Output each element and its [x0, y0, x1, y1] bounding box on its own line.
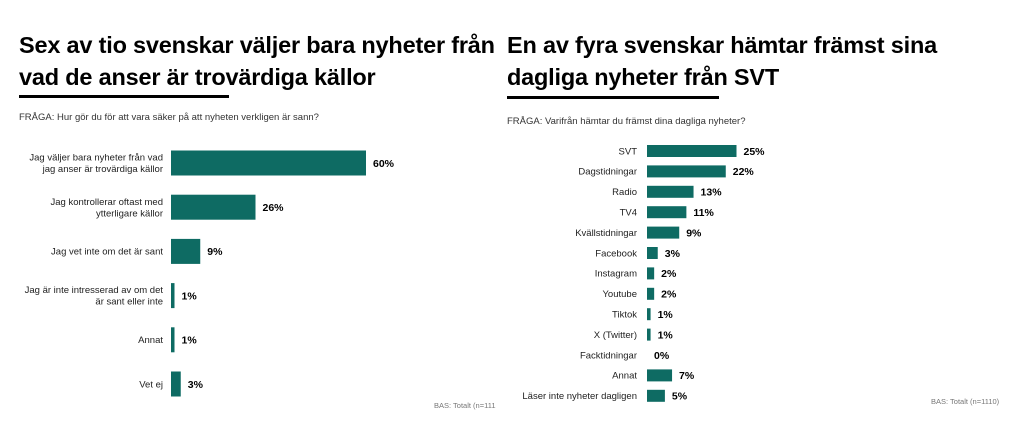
right-category-label: Tiktok [612, 310, 637, 321]
right-category-label: Annat [612, 371, 637, 382]
left-bar [171, 283, 175, 309]
right-title-line-1: En av fyra svenskar hämtar främst sina [507, 32, 937, 58]
left-value-label: 1% [182, 290, 198, 302]
right-question: FRÅGA: Varifrån hämtar du främst dina da… [507, 116, 746, 127]
right-category-label: TV4 [620, 208, 637, 219]
right-bar [647, 185, 694, 198]
left-category-label: Vet ej [139, 379, 163, 390]
right-category-label: SVT [619, 146, 638, 157]
right-bar [647, 369, 673, 382]
right-category-label: Kvällstidningar [575, 228, 637, 239]
left-chart-panel: Sex av tio svenskar väljer bara nyheter … [0, 0, 500, 434]
right-bar [647, 267, 655, 280]
right-chart-panel: En av fyra svenskar hämtar främst sina d… [500, 0, 1017, 434]
left-title-line-1: Sex av tio svenskar väljer bara nyheter … [19, 32, 495, 58]
right-value-label: 1% [658, 329, 674, 341]
left-value-label: 9% [207, 246, 223, 258]
left-category-label: är sant eller inte [95, 297, 163, 308]
left-question: FRÅGA: Hur gör du för att vara säker på … [19, 112, 319, 123]
right-value-label: 5% [672, 391, 688, 403]
left-bar [171, 150, 366, 176]
right-value-label: 13% [701, 187, 723, 199]
right-value-label: 2% [661, 268, 677, 280]
left-title-line-2: vad de anser är trovärdiga källor [19, 64, 376, 90]
left-category-label: Jag är inte intresserad av om det [25, 285, 164, 296]
left-category-label: Jag kontrollerar oftast med [51, 197, 163, 208]
right-category-label: Instagram [595, 269, 637, 280]
right-bar [647, 145, 737, 157]
right-category-label: Facktidningar [580, 350, 637, 361]
right-value-label: 22% [733, 166, 755, 178]
left-category-label: Jag vet inte om det är sant [51, 247, 163, 258]
right-bar [647, 206, 687, 219]
left-bar [171, 194, 256, 220]
right-chart-title: En av fyra svenskar hämtar främst sina d… [507, 29, 937, 93]
right-category-label: Radio [612, 187, 637, 198]
left-bar [171, 238, 201, 264]
right-value-label: 11% [693, 207, 714, 219]
right-value-label: 2% [661, 289, 677, 301]
left-bar [171, 371, 181, 397]
right-bar [647, 165, 726, 178]
right-bar [647, 247, 658, 259]
left-category-label: jag anser är trovärdiga källor [42, 164, 163, 175]
right-bar [647, 308, 651, 321]
left-title-rule [19, 95, 229, 98]
left-category-label: Jag väljer bara nyheter från vad [29, 153, 163, 164]
right-title-line-2: dagliga nyheter från SVT [507, 64, 780, 90]
left-value-label: 60% [373, 158, 395, 170]
right-bar [647, 389, 665, 402]
right-value-label: 0% [654, 350, 670, 362]
right-bar [647, 287, 655, 300]
left-bar [171, 327, 175, 353]
right-base-note: BAS: Totalt (n=1110) [931, 397, 1000, 406]
left-category-label: ytterligare källor [96, 208, 163, 219]
right-title-rule [507, 96, 719, 99]
left-base-note: BAS: Totalt (n=111 [434, 401, 496, 410]
right-value-label: 9% [686, 227, 702, 239]
left-value-label: 26% [263, 202, 285, 214]
right-value-label: 3% [665, 248, 681, 260]
right-category-label: X (Twitter) [594, 330, 637, 341]
right-value-label: 7% [679, 370, 695, 382]
left-category-label: Annat [138, 335, 163, 346]
left-value-label: 3% [188, 379, 204, 391]
left-value-label: 1% [182, 335, 198, 347]
right-category-label: Dagstidningar [578, 167, 637, 178]
right-category-label: Läser inte nyheter dagligen [522, 391, 637, 402]
right-category-label: Youtube [602, 289, 637, 300]
right-value-label: 25% [744, 146, 766, 158]
right-category-label: Facebook [595, 248, 637, 259]
right-bar-chart: SVT 25% Dagstidningar 22% Radio 13% TV4 11% Kväl… [522, 145, 766, 403]
right-value-label: 1% [658, 309, 674, 321]
right-bar [647, 226, 680, 239]
right-bar [647, 328, 651, 341]
left-chart-title: Sex av tio svenskar väljer bara nyheter … [19, 29, 495, 93]
